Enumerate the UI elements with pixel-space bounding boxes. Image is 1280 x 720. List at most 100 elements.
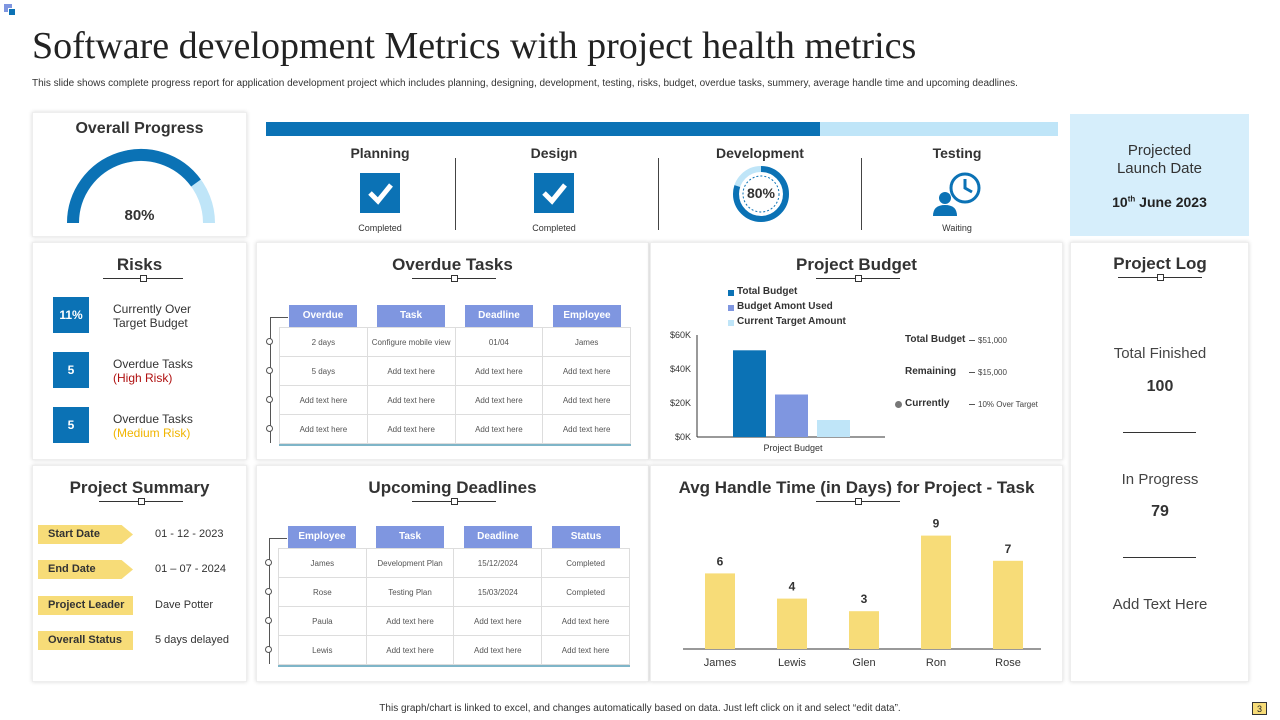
table-header-deadline: Deadline: [464, 526, 532, 548]
y-tick-label: $0K: [675, 432, 691, 442]
table-cell: Testing Plan: [365, 577, 455, 607]
page-number: 3: [1252, 702, 1267, 715]
table-cell: Add text here: [365, 635, 455, 665]
log-extra-text: Add Text Here: [1112, 596, 1208, 613]
table-cell: Add text here: [366, 414, 456, 444]
stage-design-label: Design: [530, 145, 578, 161]
table-cell: Add text here: [454, 356, 544, 386]
table-cell: Add text here: [279, 385, 368, 415]
total-finished-label: Total Finished: [1113, 345, 1207, 362]
table-cell: James: [278, 548, 367, 578]
handle-bar: [993, 560, 1023, 649]
progress-gauge: [67, 149, 215, 224]
table-cell: Add text here: [542, 414, 631, 444]
x-axis-label: Project Budget: [763, 443, 823, 453]
risk-text-3: Overdue Tasks (Medium Risk): [113, 412, 193, 440]
summary-label-status: Overall Status: [38, 631, 133, 650]
table-cell: Add text here: [453, 635, 543, 665]
table-cell: Completed: [541, 548, 630, 578]
table-cell: Add text here: [366, 385, 456, 415]
risk-value-2: 5: [53, 352, 89, 388]
data-label: 9: [933, 517, 940, 531]
table-cell: Add text here: [454, 414, 544, 444]
overdue-table: Overdue Task Deadline Employee 2 days Configu…: [266, 305, 634, 446]
timeline-dot: [265, 616, 272, 624]
avg-handle-title: Avg Handle Time (in Days) for Project - …: [678, 478, 1035, 497]
in-progress-label: In Progress: [1121, 471, 1199, 488]
table-header-employee: Employee: [288, 526, 356, 548]
table-row: 5 days Add text here Add text here Add text…: [279, 356, 631, 386]
legend-swatch: [728, 290, 734, 296]
stage-testing-status: Waiting: [942, 223, 972, 233]
timeline-dot: [265, 587, 272, 595]
y-tick-label: $20K: [670, 398, 691, 408]
progress-value: 80%: [124, 207, 155, 224]
x-tick-label: James: [704, 657, 737, 669]
summary-label-leader: Project Leader: [38, 596, 133, 615]
risk-value-1: 11%: [53, 297, 89, 333]
table-cell: Paula: [278, 606, 367, 636]
page-title: Software development Metrics with projec…: [32, 25, 917, 67]
timeline-dot: [266, 395, 273, 403]
budget-summary-value: $51,000: [978, 336, 1007, 345]
handle-time-chart: 6 James 4 Lewis 3 Glen 9 Ron 7 Rose: [683, 517, 1041, 669]
x-tick-label: Glen: [852, 657, 875, 669]
in-progress-value: 79: [1151, 503, 1169, 520]
risk-text-1: Currently Over Target Budget: [113, 302, 192, 330]
launch-title-line1: Projected: [1127, 142, 1192, 159]
timeline-dot: [265, 558, 272, 566]
summary-value-end: 01 – 07 - 2024: [155, 563, 226, 575]
budget-summary-label: Currently: [905, 398, 950, 409]
table-cell: Lewis: [278, 635, 367, 665]
stage-progress-bar: [266, 122, 1058, 136]
risk-text-2: Overdue Tasks (High Risk): [113, 357, 193, 385]
timeline-dot: [266, 337, 273, 345]
table-cell: Add text here: [542, 385, 631, 415]
deadlines-title: Upcoming Deadlines: [368, 478, 537, 497]
table-cell: Development Plan: [365, 548, 455, 578]
budget-chart: $60K $40K $20K $0K Project Budget: [670, 330, 885, 453]
total-finished-value: 100: [1146, 378, 1174, 395]
table-row: Paula Add text here Add text here Add text …: [278, 606, 630, 636]
table-cell: Add text here: [541, 606, 630, 636]
table-header-status: Status: [552, 526, 620, 548]
table-cell: 15/03/2024: [453, 577, 543, 607]
table-header-employee: Employee: [553, 305, 621, 327]
summary-value-status: 5 days delayed: [155, 634, 229, 646]
risk-value-3: 5: [53, 407, 89, 443]
project-budget-card: Project Budget: [650, 242, 1063, 460]
table-cell: 15/12/2024: [453, 548, 543, 578]
summary-value-start: 01 - 12 - 2023: [155, 528, 224, 540]
stage-design-status: Completed: [532, 223, 576, 233]
table-cell: Add text here: [365, 606, 455, 636]
table-cell: Add text here: [541, 635, 630, 665]
table-header-task: Task: [377, 305, 445, 327]
table-row: James Development Plan 15/12/2024 Completed: [278, 548, 630, 578]
project-log-title: Project Log: [1113, 254, 1207, 273]
data-label: 6: [717, 554, 724, 568]
table-cell: 2 days: [279, 327, 368, 357]
table-cell: Add text here: [279, 414, 368, 444]
stage-planning-status: Completed: [358, 223, 402, 233]
development-progress-ring: [733, 166, 789, 222]
legend-label: Budget Amont Used: [737, 301, 833, 312]
x-tick-label: Rose: [995, 657, 1021, 669]
launch-date-value: 10th June 2023: [1112, 194, 1207, 210]
table-row: Add text here Add text here Add text here A…: [279, 414, 631, 444]
planning-check-icon: [360, 173, 400, 213]
data-label: 4: [789, 580, 796, 594]
testing-waiting-icon: [933, 172, 981, 216]
overall-progress-title: Overall Progress: [75, 120, 204, 137]
legend-swatch: [728, 320, 734, 326]
budget-summary-value: 10% Over Target: [978, 400, 1038, 409]
stage-testing-label: Testing: [932, 145, 982, 161]
deadlines-table: Employee Task Deadline Status James Developme…: [265, 526, 633, 667]
data-label: 3: [861, 592, 868, 606]
table-row: Add text here Add text here Add text here A…: [279, 385, 631, 415]
development-percent: 80%: [746, 185, 776, 201]
page-subtitle: This slide shows complete progress repor…: [32, 78, 1018, 89]
budget-bar: [817, 420, 850, 437]
x-tick-label: Ron: [926, 657, 946, 669]
budget-summary-label: Remaining: [905, 366, 957, 377]
legend-swatch: [728, 305, 734, 311]
